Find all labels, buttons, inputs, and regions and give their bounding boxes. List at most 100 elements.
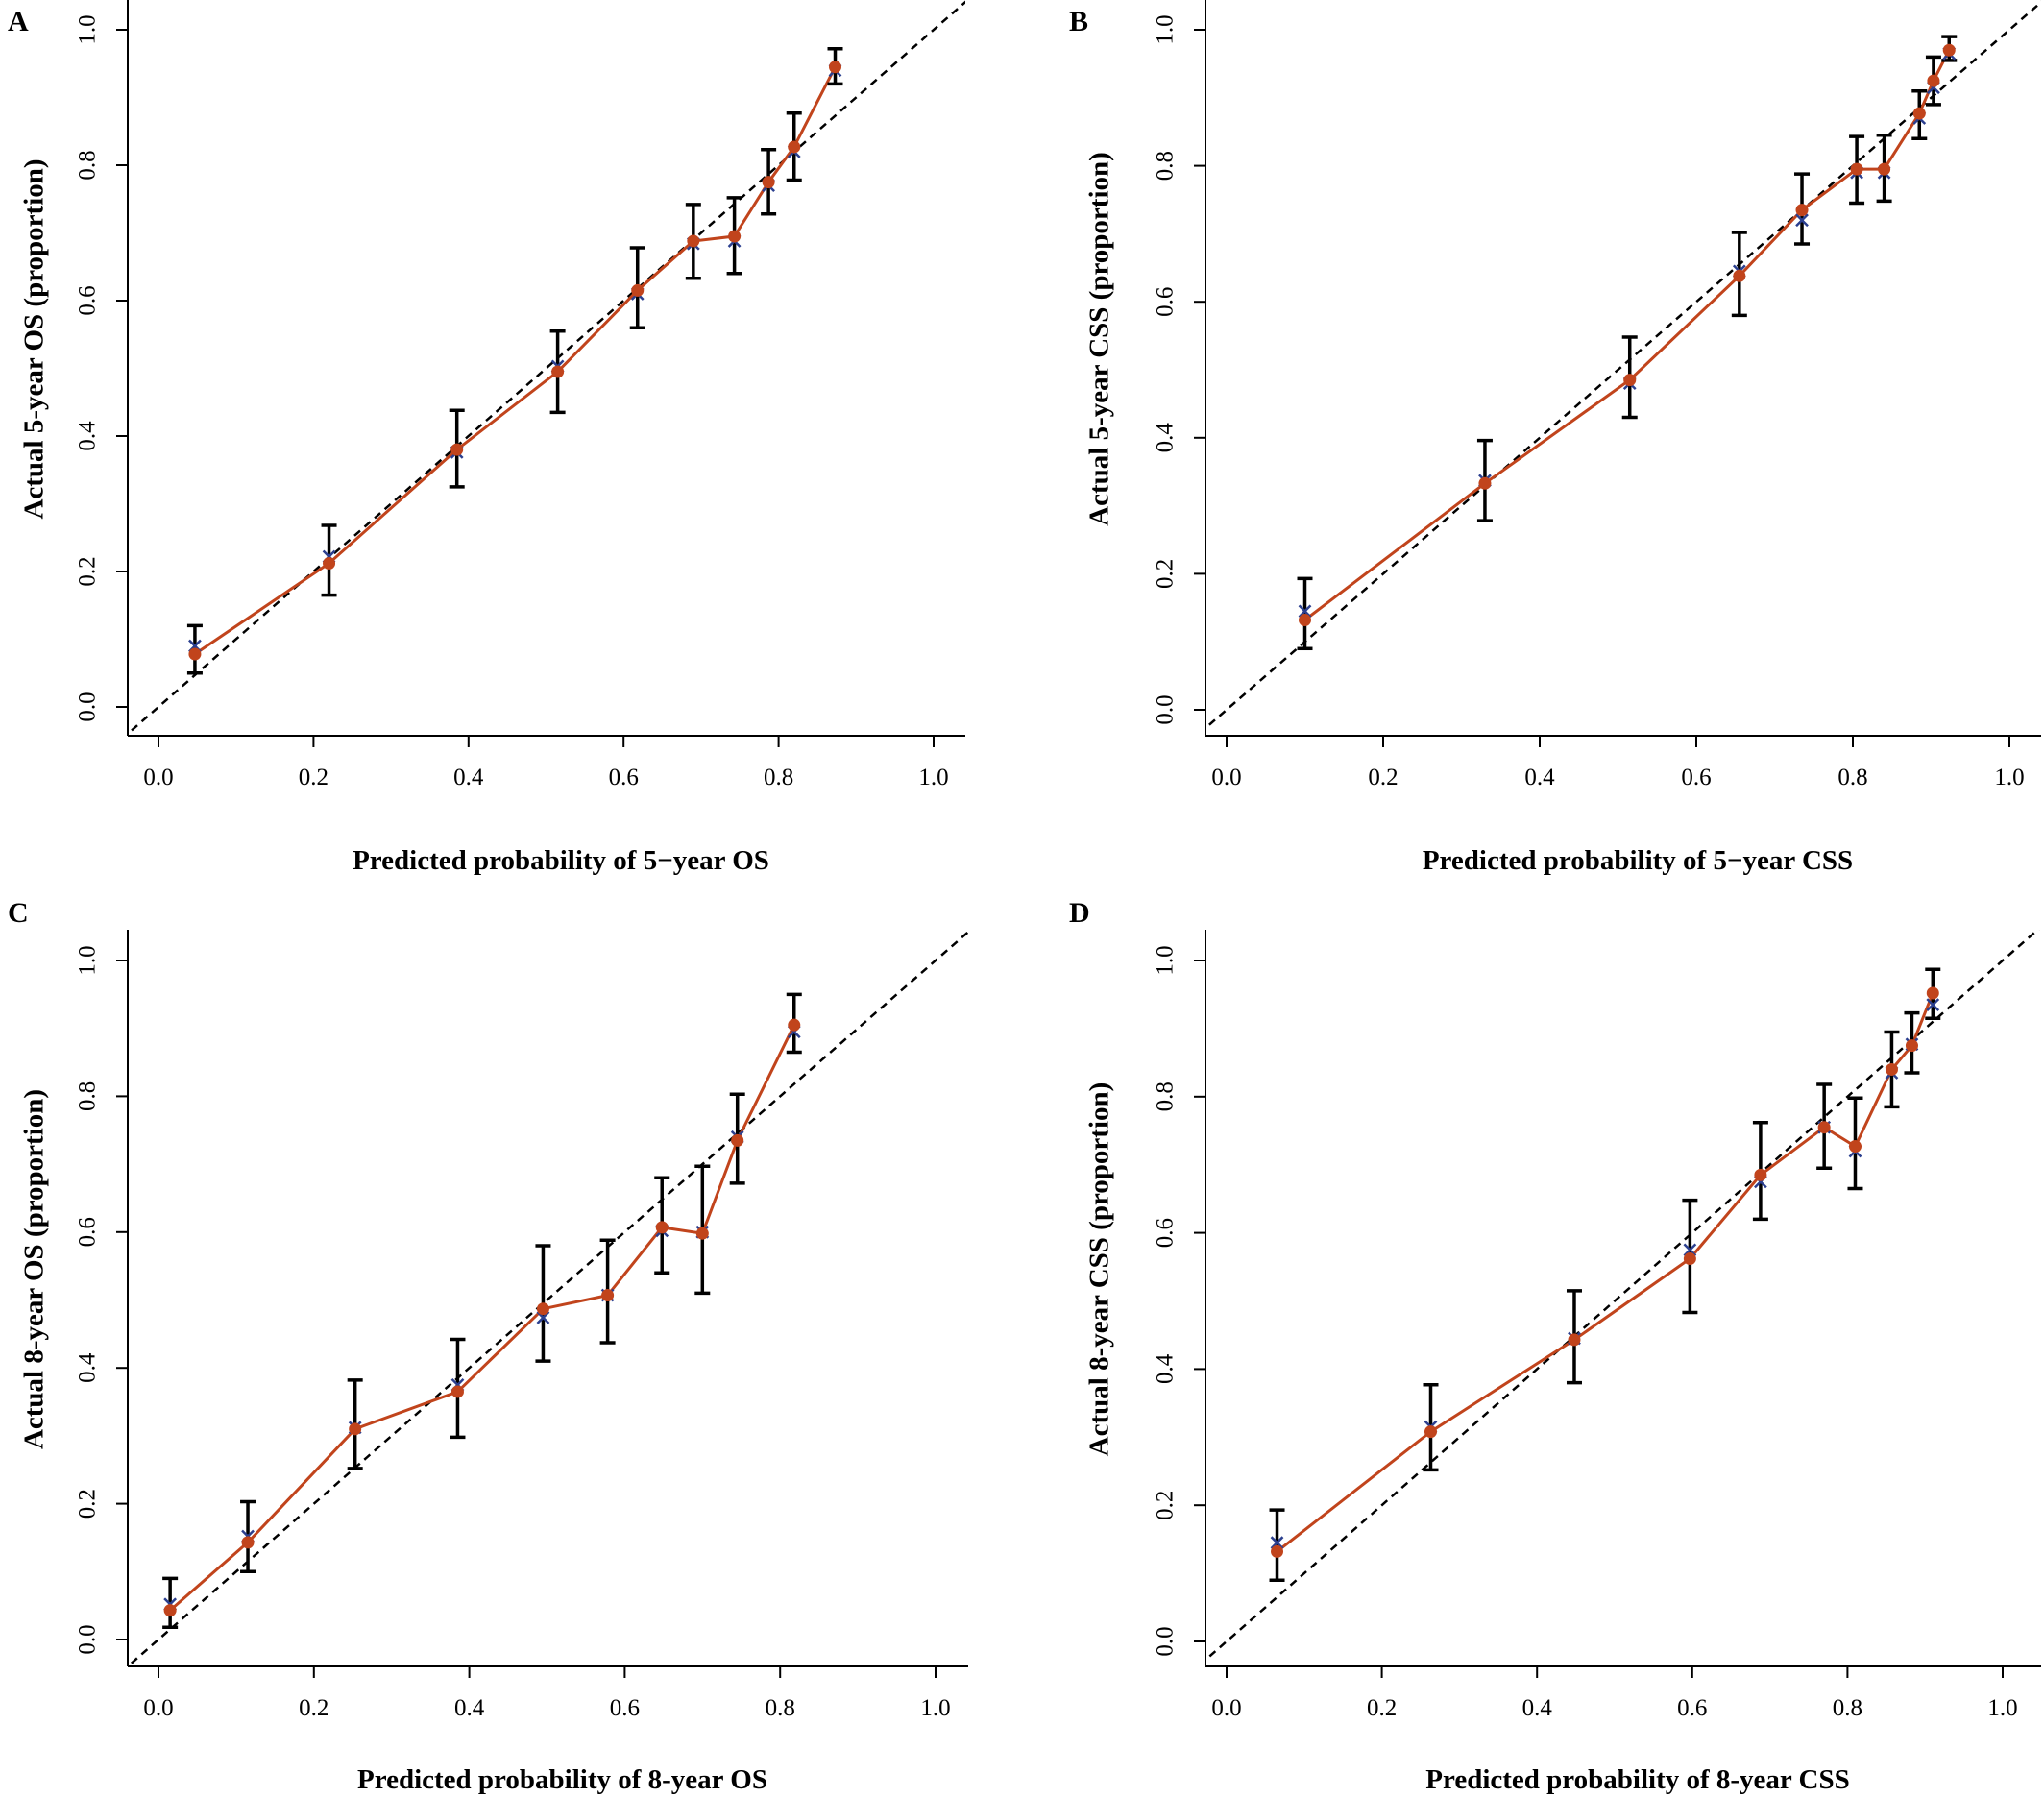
calibration-line <box>194 66 837 656</box>
y-tick-label: 0.8 <box>1153 1081 1179 1111</box>
observed-point <box>1926 986 1939 1000</box>
x-tick-label: 0.6 <box>1677 1695 1707 1721</box>
y-axis-title: Actual 5-year OS (proportion) <box>19 158 50 519</box>
observed-point <box>1942 43 1956 57</box>
observed-point <box>1817 1121 1831 1134</box>
x-tick-label: 0.8 <box>764 765 793 790</box>
observed-point <box>1795 204 1809 217</box>
observed-point <box>450 443 464 456</box>
bias-corrected-marker <box>536 1310 550 1324</box>
x-tick-label: 0.0 <box>1211 1695 1241 1721</box>
observed-point <box>1912 107 1926 120</box>
y-tick-label: 0.2 <box>75 1489 101 1519</box>
x-tick-label: 0.8 <box>1837 765 1867 790</box>
observed-point <box>349 1422 362 1436</box>
x-tick-label: 0.0 <box>143 1695 173 1721</box>
ideal-reference-line <box>128 0 965 736</box>
observed-point <box>1905 1039 1918 1053</box>
x-tick-label: 0.2 <box>299 1695 328 1721</box>
observed-point <box>1850 162 1863 176</box>
observed-point <box>728 230 742 243</box>
x-tick-label: 0.6 <box>1681 765 1711 790</box>
observed-point <box>762 176 775 189</box>
observed-point <box>1848 1140 1862 1154</box>
x-tick-label: 0.0 <box>143 765 173 790</box>
calibration-line <box>1303 49 1951 621</box>
observed-point <box>551 365 565 378</box>
x-axis-title: Predicted probability of 5−year CSS <box>1423 845 1853 876</box>
x-tick-label: 0.2 <box>1367 1695 1397 1721</box>
bias-corrected-marker <box>1298 604 1312 619</box>
observed-point <box>1623 374 1637 387</box>
observed-point <box>323 557 336 571</box>
y-tick-label: 0.4 <box>75 1352 101 1383</box>
x-tick-label: 0.2 <box>1368 765 1398 790</box>
bias-corrected-marker <box>1683 1243 1697 1257</box>
observed-point <box>1878 162 1891 176</box>
y-tick-label: 0.8 <box>1153 151 1179 181</box>
observed-point <box>829 61 842 74</box>
x-tick-label: 0.6 <box>609 765 639 790</box>
x-axis-title: Predicted probability of 5−year OS <box>353 845 769 876</box>
observed-point <box>241 1536 255 1549</box>
observed-point <box>1754 1168 1767 1181</box>
y-tick-label: 0.4 <box>1153 423 1179 453</box>
bias-corrected-marker <box>1795 213 1809 228</box>
y-tick-label: 0.0 <box>1153 1626 1179 1656</box>
x-tick-label: 0.6 <box>610 1695 640 1721</box>
y-tick-label: 0.8 <box>75 150 101 180</box>
x-tick-label: 1.0 <box>1987 1695 2017 1721</box>
panel-letter: A <box>8 6 29 37</box>
x-tick-label: 1.0 <box>918 765 948 790</box>
y-tick-label: 1.0 <box>1153 14 1179 44</box>
y-tick-label: 0.8 <box>75 1081 101 1111</box>
observed-point <box>601 1289 615 1302</box>
y-tick-label: 0.6 <box>75 1217 101 1247</box>
y-tick-label: 1.0 <box>75 945 101 975</box>
panel-a: A 0.0 0.2 0.4 0.6 0.8 1.0 0.0 0.2 0.4 0.6 0.8 1.0 Pre… <box>8 0 965 876</box>
x-tick-label: 0.4 <box>1524 765 1555 790</box>
observed-point <box>1478 476 1492 490</box>
panel-letter: C <box>8 897 29 929</box>
x-tick-label: 0.0 <box>1211 765 1241 790</box>
error-bar <box>1297 576 1313 651</box>
panel-letter: D <box>1069 897 1090 929</box>
observed-point <box>1424 1425 1438 1439</box>
y-tick-label: 0.2 <box>1153 559 1179 589</box>
error-bar <box>1269 1508 1285 1582</box>
y-tick-label: 0.6 <box>1153 287 1179 317</box>
observed-point <box>631 283 645 297</box>
y-axis-title: Actual 8-year OS (proportion) <box>19 1089 50 1449</box>
y-tick-label: 0.2 <box>1153 1491 1179 1520</box>
y-axis-title: Actual 5-year CSS (proportion) <box>1084 152 1115 526</box>
x-tick-label: 0.2 <box>299 765 328 790</box>
x-tick-label: 0.4 <box>454 1695 485 1721</box>
panel-b: B 0.0 0.2 0.4 0.6 0.8 1.0 0.0 0.2 0.4 0.6 0.8 1.0 Pre… <box>1069 0 2041 876</box>
observed-point <box>788 1018 801 1032</box>
y-tick-label: 1.0 <box>1153 945 1179 975</box>
observed-point <box>1733 269 1746 282</box>
bias-corrected-marker <box>1926 998 1940 1011</box>
observed-point <box>788 140 801 154</box>
y-tick-label: 0.0 <box>75 692 101 721</box>
observed-point <box>1568 1333 1581 1347</box>
observed-point <box>450 1385 464 1398</box>
y-tick-label: 0.6 <box>75 285 101 315</box>
x-tick-label: 0.4 <box>1522 1695 1553 1721</box>
observed-point <box>695 1227 709 1240</box>
y-axis-title: Actual 8-year CSS (proportion) <box>1084 1082 1115 1457</box>
panel-d: D 0.0 0.2 0.4 0.6 0.8 1.0 0.0 0.2 0.4 0.6 0.8 1.0 Pre… <box>1069 897 2041 1795</box>
observed-point <box>188 647 202 661</box>
x-tick-label: 0.4 <box>453 765 484 790</box>
y-tick-label: 0.6 <box>1153 1218 1179 1248</box>
calibration-line <box>169 1024 796 1612</box>
observed-point <box>1271 1544 1284 1558</box>
x-axis-title: Predicted probability of 8-year CSS <box>1425 1764 1849 1795</box>
panel-letter: B <box>1069 6 1088 37</box>
x-tick-label: 0.8 <box>766 1695 795 1721</box>
observed-point <box>163 1604 177 1617</box>
observed-point <box>687 234 700 248</box>
y-tick-label: 0.4 <box>75 421 101 451</box>
